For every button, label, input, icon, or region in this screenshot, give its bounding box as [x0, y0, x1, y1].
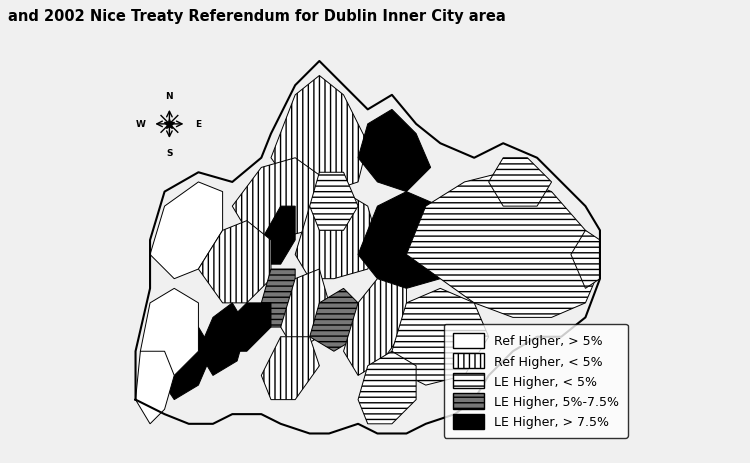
Polygon shape — [310, 173, 358, 231]
Polygon shape — [140, 289, 199, 375]
Polygon shape — [199, 303, 247, 375]
Polygon shape — [261, 269, 296, 327]
Polygon shape — [310, 289, 358, 351]
Polygon shape — [261, 337, 320, 400]
Polygon shape — [136, 351, 174, 424]
Text: and 2002 Nice Treaty Referendum for Dublin Inner City area: and 2002 Nice Treaty Referendum for Dubl… — [8, 9, 506, 24]
Polygon shape — [358, 192, 454, 289]
Polygon shape — [344, 279, 406, 375]
Polygon shape — [271, 76, 368, 192]
Text: N: N — [166, 91, 173, 100]
Polygon shape — [150, 182, 223, 279]
Text: W: W — [136, 120, 146, 129]
Polygon shape — [223, 303, 271, 351]
Polygon shape — [280, 269, 329, 351]
Legend: Ref Higher, > 5%, Ref Higher, < 5%, LE Higher, < 5%, LE Higher, 5%-7.5%, LE High: Ref Higher, > 5%, Ref Higher, < 5%, LE H… — [444, 324, 628, 438]
Polygon shape — [358, 351, 416, 424]
Polygon shape — [296, 192, 377, 279]
Text: E: E — [195, 120, 201, 129]
Polygon shape — [489, 158, 551, 206]
Text: S: S — [166, 149, 172, 158]
Polygon shape — [392, 289, 489, 385]
Polygon shape — [358, 110, 430, 192]
Polygon shape — [199, 221, 271, 303]
Polygon shape — [406, 173, 600, 318]
Polygon shape — [232, 158, 329, 240]
Polygon shape — [571, 231, 600, 289]
Polygon shape — [261, 206, 296, 264]
Polygon shape — [164, 327, 213, 400]
